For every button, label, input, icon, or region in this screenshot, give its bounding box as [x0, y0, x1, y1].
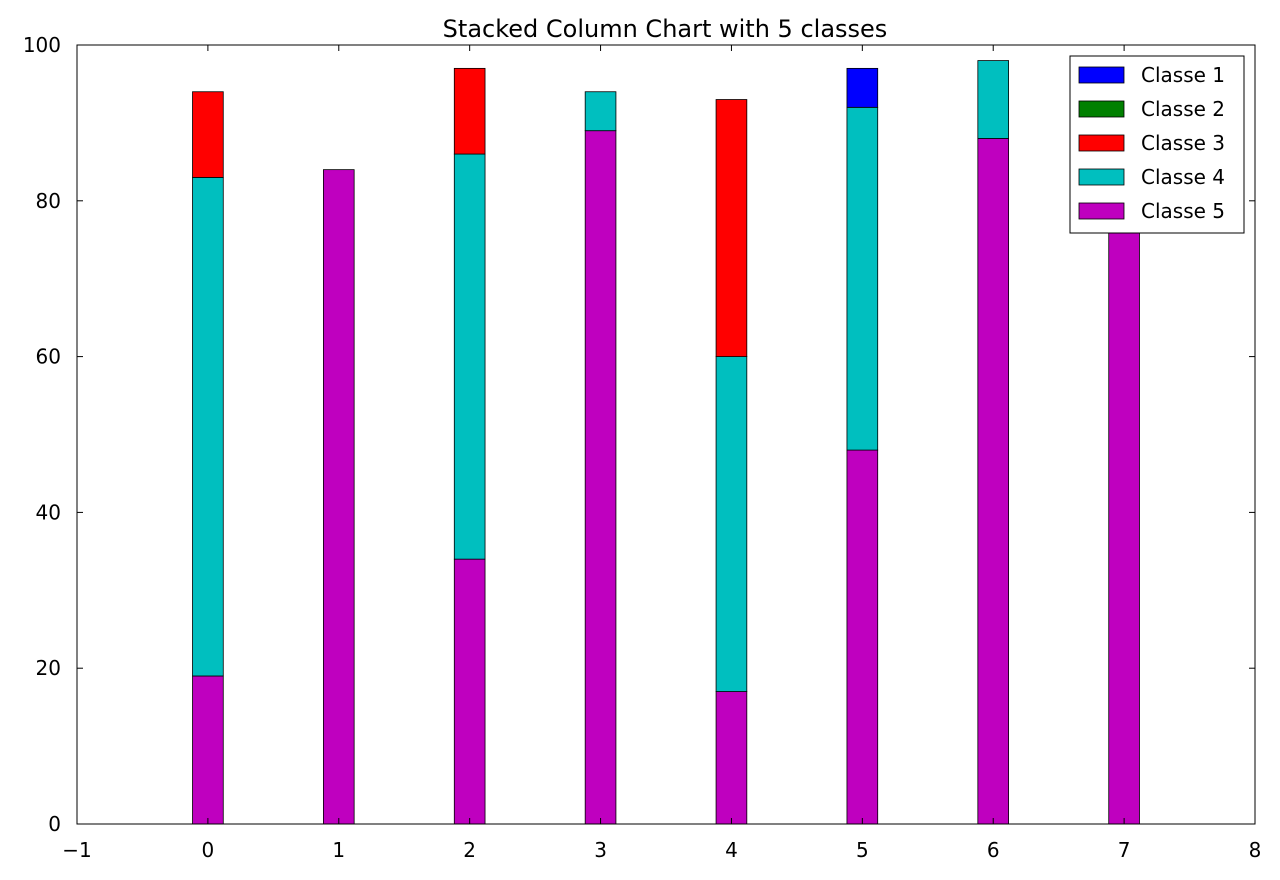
x-tick-label: 3 — [594, 838, 607, 862]
legend: Classe 1 Classe 2 Classe 3 Classe 4 Classe 5 — [1069, 55, 1245, 234]
x-tick-label: 0 — [202, 838, 215, 862]
x-tick-label: 2 — [463, 838, 476, 862]
bar-classe-1-x5 — [846, 67, 879, 108]
bar-classe-5-x6 — [977, 138, 1010, 825]
x-tick-label: 5 — [856, 838, 869, 862]
bar-classe-3-x0 — [192, 91, 224, 178]
bar-classe-4-x5 — [846, 106, 879, 451]
legend-swatch — [1078, 66, 1125, 84]
legend-swatch — [1078, 168, 1125, 186]
y-tick-label: 40 — [36, 500, 61, 524]
bars-layer — [192, 60, 1140, 825]
y-tick-label: 80 — [36, 189, 61, 213]
legend-swatch — [1078, 202, 1125, 220]
bar-classe-4-x2 — [453, 153, 486, 560]
bar-classe-5-x1 — [322, 169, 355, 825]
bar-classe-4-x0 — [192, 177, 224, 677]
chart-title: Stacked Column Chart with 5 classes — [443, 15, 888, 43]
legend-label: Classe 5 — [1141, 199, 1225, 223]
x-tick-label: 1 — [332, 838, 345, 862]
legend-label: Classe 1 — [1141, 63, 1225, 87]
x-tick-label: −1 — [62, 838, 91, 862]
bar-classe-5-x7 — [1108, 138, 1140, 825]
y-tick-label: 60 — [36, 345, 61, 369]
bar-classe-3-x4 — [715, 99, 748, 358]
bar-classe-4-x3 — [584, 91, 617, 132]
bar-classe-5-x3 — [584, 130, 617, 825]
bar-classe-5-x5 — [846, 449, 879, 825]
bar-classe-5-x4 — [715, 691, 748, 825]
legend-label: Classe 2 — [1141, 97, 1225, 121]
legend-swatch — [1078, 134, 1125, 152]
bar-classe-5-x2 — [453, 558, 486, 825]
x-tick-label: 8 — [1249, 838, 1262, 862]
bar-classe-4-x6 — [977, 60, 1010, 139]
y-tick-label: 0 — [48, 812, 61, 836]
y-tick-label: 20 — [36, 656, 61, 680]
bar-classe-5-x0 — [192, 675, 224, 825]
legend-label: Classe 4 — [1141, 165, 1225, 189]
bar-classe-3-x2 — [453, 67, 486, 155]
x-tick-label: 6 — [987, 838, 1000, 862]
bar-classe-4-x4 — [715, 356, 748, 692]
x-tick-label: 4 — [725, 838, 738, 862]
legend-swatch — [1078, 100, 1125, 118]
legend-label: Classe 3 — [1141, 131, 1225, 155]
plot-frame — [76, 44, 1256, 825]
x-tick-label: 7 — [1118, 838, 1131, 862]
y-tick-label: 100 — [23, 33, 61, 57]
